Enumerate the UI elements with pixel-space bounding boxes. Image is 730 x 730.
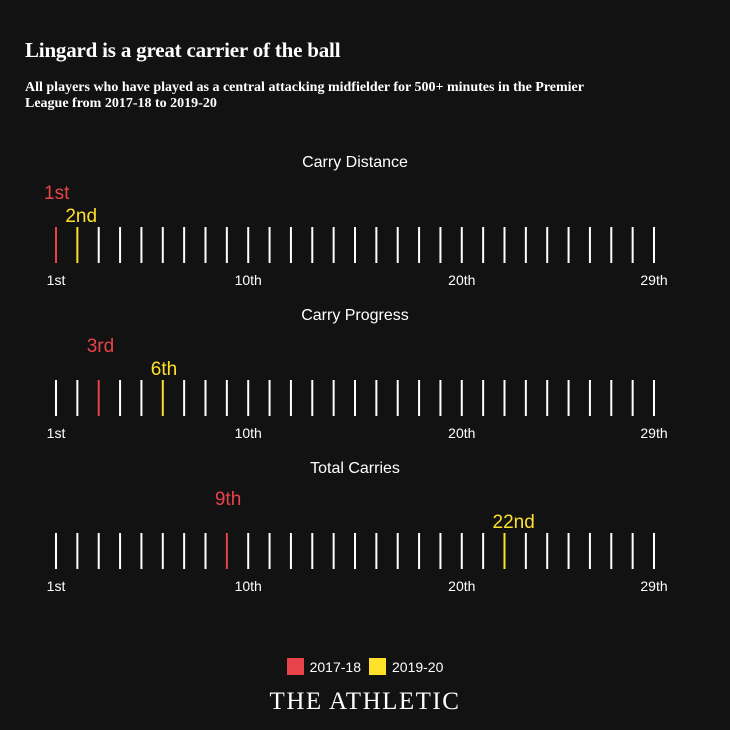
axis-tick-label: 1st bbox=[47, 578, 66, 594]
rank-label: 6th bbox=[151, 359, 177, 380]
panel-title: Carry Distance bbox=[302, 154, 408, 171]
rank-label: 3rd bbox=[87, 336, 114, 357]
legend-swatch-2017-18 bbox=[286, 658, 304, 675]
axis-tick-label: 29th bbox=[640, 272, 667, 288]
axis-tick-label: 20th bbox=[448, 425, 475, 441]
panel-title: Carry Progress bbox=[301, 307, 409, 324]
legend-item-2019-20: 2019-20 bbox=[369, 658, 443, 675]
axis-tick-label: 10th bbox=[235, 425, 262, 441]
legend-label-2017-18: 2017-18 bbox=[309, 658, 361, 675]
axis-tick-label: 10th bbox=[235, 578, 262, 594]
rank-label: 9th bbox=[215, 489, 241, 510]
axis-tick-label: 20th bbox=[448, 272, 475, 288]
legend: 2017-18 2019-20 bbox=[0, 658, 730, 675]
rank-label: 22nd bbox=[493, 512, 535, 533]
rank-label: 2nd bbox=[65, 206, 97, 227]
panel-title: Total Carries bbox=[310, 460, 400, 477]
chart-subtitle: All players who have played as a central… bbox=[25, 80, 584, 111]
axis-tick-label: 1st bbox=[47, 425, 66, 441]
rank-label: 1st bbox=[44, 183, 70, 204]
chart-title: Lingard is a great carrier of the ball bbox=[25, 38, 341, 62]
axis-tick-label: 20th bbox=[448, 578, 475, 594]
brand-logo: THE ATHLETIC bbox=[269, 688, 461, 715]
axis-tick-label: 1st bbox=[47, 272, 66, 288]
legend-label-2019-20: 2019-20 bbox=[392, 658, 444, 675]
axis-tick-label: 29th bbox=[640, 578, 667, 594]
axis-tick-label: 10th bbox=[235, 272, 262, 288]
legend-item-2017-18: 2017-18 bbox=[286, 658, 361, 675]
axis-tick-label: 29th bbox=[640, 425, 667, 441]
legend-swatch-2019-20 bbox=[369, 658, 386, 675]
